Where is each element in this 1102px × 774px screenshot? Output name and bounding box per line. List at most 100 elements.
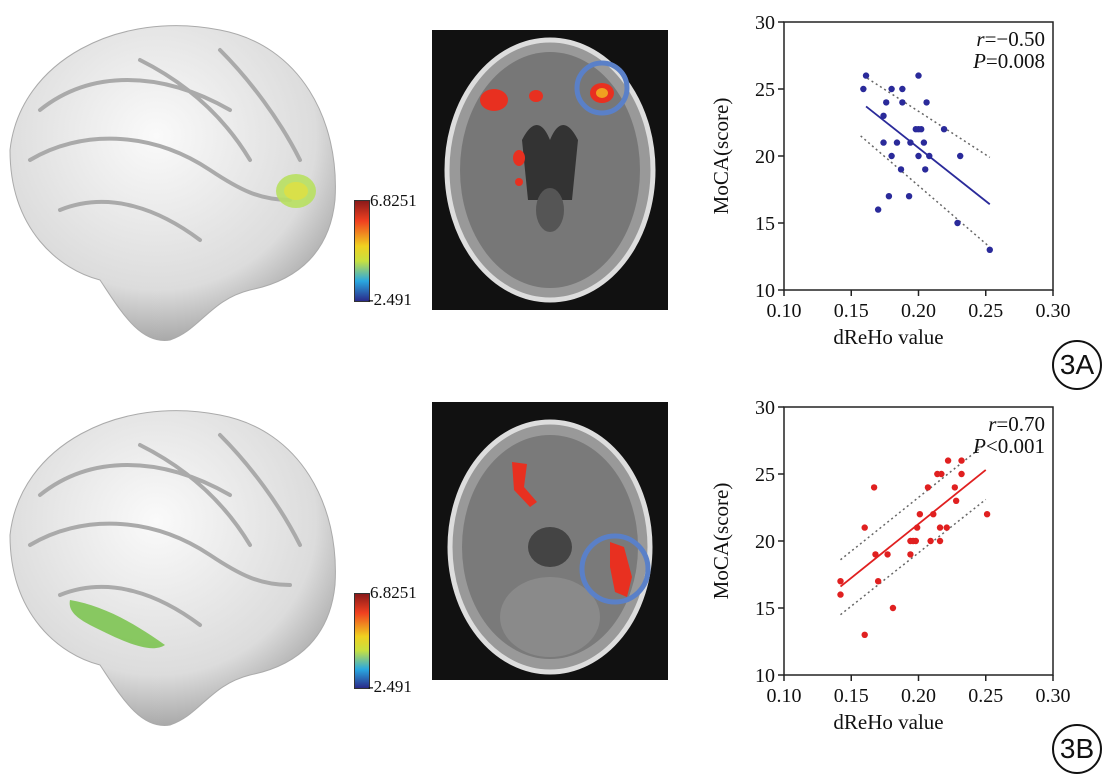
x-tick-label: 0.25 xyxy=(968,300,1003,322)
x-tick-label: 0.10 xyxy=(767,300,802,322)
ci-lower-line xyxy=(860,135,991,248)
data-point xyxy=(923,99,930,106)
mri-slice-b xyxy=(432,402,668,680)
x-axis-label: dReHo value xyxy=(833,325,943,349)
y-tick-label: 25 xyxy=(755,464,775,486)
colorbar-max-label: 6.8251 xyxy=(370,583,417,602)
data-point xyxy=(889,604,897,612)
data-point xyxy=(870,484,878,491)
data-point xyxy=(912,537,920,545)
data-point xyxy=(944,457,952,464)
data-point xyxy=(986,246,993,253)
data-point xyxy=(899,99,906,106)
data-point xyxy=(872,551,879,558)
x-tick-label: 0.20 xyxy=(901,300,936,322)
panel-tag-3b: 3B xyxy=(1052,724,1102,774)
data-point xyxy=(883,99,890,106)
x-tick-label: 0.20 xyxy=(901,685,936,707)
y-tick-label: 30 xyxy=(755,12,775,34)
colorbar-max-label: 6.8251 xyxy=(370,191,417,210)
data-point xyxy=(983,511,991,518)
y-tick-label: 10 xyxy=(755,280,775,302)
y-tick-label: 25 xyxy=(755,79,775,101)
x-tick-label: 0.25 xyxy=(968,685,1003,707)
colorbar-min-label: -2.491 xyxy=(368,290,412,309)
colorbar-min-label: -2.491 xyxy=(368,677,412,696)
highlight-circle xyxy=(579,533,651,605)
data-point xyxy=(958,470,965,478)
data-point xyxy=(924,484,932,491)
data-point xyxy=(926,152,933,160)
activation-cluster xyxy=(69,600,165,649)
data-point xyxy=(930,511,937,518)
data-point xyxy=(907,551,914,558)
data-point xyxy=(943,524,950,531)
data-point xyxy=(861,631,868,638)
y-tick-label: 10 xyxy=(755,665,775,687)
data-point xyxy=(862,72,870,79)
y-tick-label: 20 xyxy=(755,531,775,553)
data-point xyxy=(874,578,882,585)
data-point xyxy=(940,126,948,133)
data-point xyxy=(936,524,944,531)
y-axis-label: MoCA(score) xyxy=(709,98,733,215)
highlight-circle xyxy=(574,60,630,116)
y-tick-label: 30 xyxy=(755,397,775,419)
data-point xyxy=(907,139,914,146)
data-point xyxy=(922,166,929,173)
data-point xyxy=(897,166,905,173)
data-point xyxy=(888,85,895,93)
p-annotation: P=0.008 xyxy=(972,49,1045,73)
data-point xyxy=(958,457,965,464)
data-point xyxy=(951,484,959,491)
data-point xyxy=(956,152,964,160)
data-point xyxy=(837,591,844,598)
scatter-chart-b: 0.10 0.15 0.20 0.25 0.30 10 15 20 25 30 dReHo valu… xyxy=(709,397,1071,734)
data-point xyxy=(936,537,944,545)
x-axis-label: dReHo value xyxy=(833,710,943,734)
brain-surface-b xyxy=(9,410,336,726)
data-point xyxy=(899,85,906,93)
x-tick-label: 0.10 xyxy=(767,685,802,707)
brain-surface-a xyxy=(9,25,336,341)
ci-lower-line xyxy=(840,498,987,616)
data-point xyxy=(916,511,924,518)
data-point xyxy=(884,551,891,558)
y-tick-label: 20 xyxy=(755,146,775,168)
mri-slice-a xyxy=(432,30,668,310)
data-point xyxy=(920,139,928,146)
data-point xyxy=(888,152,895,160)
data-point xyxy=(861,524,868,531)
data-point xyxy=(860,85,867,93)
y-tick-label: 15 xyxy=(755,598,775,620)
colorbar-b xyxy=(354,593,370,689)
data-point xyxy=(874,206,882,213)
data-point xyxy=(837,578,844,585)
y-axis-label: MoCA(score) xyxy=(709,483,733,600)
ci-upper-line xyxy=(866,77,991,158)
data-point xyxy=(893,139,901,146)
x-tick-label: 0.15 xyxy=(834,300,869,322)
data-point xyxy=(915,72,922,79)
data-point xyxy=(885,193,893,200)
regression-line xyxy=(839,469,987,588)
x-tick-label: 0.30 xyxy=(1036,685,1071,707)
data-point xyxy=(954,219,961,227)
x-tick-label: 0.15 xyxy=(834,685,869,707)
y-tick-label: 15 xyxy=(755,213,775,235)
data-point xyxy=(880,112,887,120)
data-point xyxy=(938,470,945,478)
ci-upper-line xyxy=(840,445,984,561)
data-point xyxy=(917,126,925,133)
p-annotation: P<0.001 xyxy=(972,434,1045,458)
data-point xyxy=(952,497,960,504)
data-point xyxy=(913,524,921,531)
data-point xyxy=(915,152,922,160)
data-point xyxy=(880,139,887,146)
colorbar-a xyxy=(354,200,370,302)
x-tick-label: 0.30 xyxy=(1036,300,1071,322)
r-annotation: r=0.70 xyxy=(988,412,1045,436)
panel-tag-3a: 3A xyxy=(1052,340,1102,390)
data-point xyxy=(927,537,934,545)
